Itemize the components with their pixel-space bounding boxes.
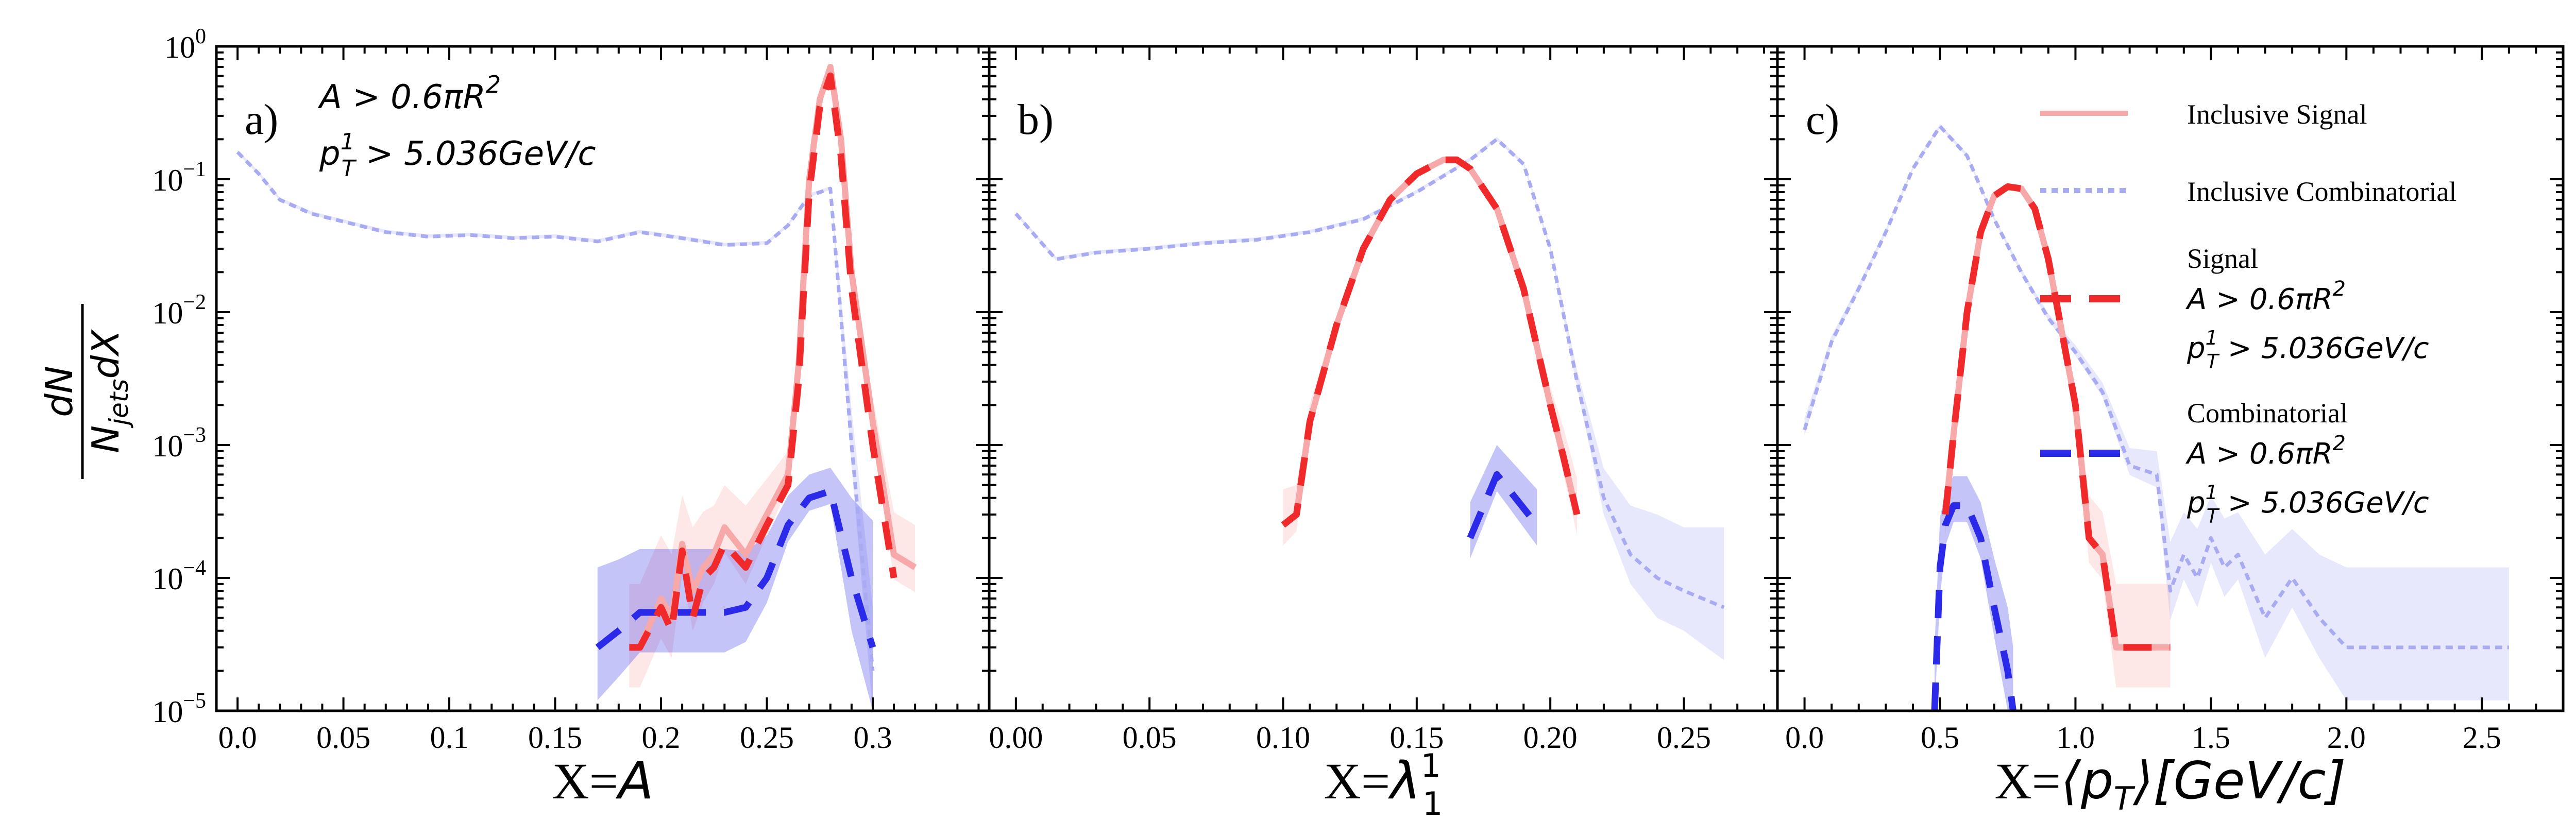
y-tick-label: 10−2 [152,291,206,330]
x-axis-title: X=λ1 1 [1324,747,1443,823]
x-tick-label: 0.05 [316,721,370,755]
x-tick-label: 0.5 [1921,721,1959,755]
y-label-denominator: NjetsdX [84,329,134,453]
series-combinatorial [1931,502,2016,711]
y-tick-label: 10−1 [152,158,206,197]
panel-b: 0.00 0.05 0.10 0.15 0.20 0.25 b) X=λ1 1 [988,45,1779,823]
band-inclusive-combinatorial [1015,136,1724,660]
band-inclusive-combinatorial [1804,124,2509,701]
x-tick-label: 0.3 [853,721,892,755]
panel-a-cut-annotation: A > 0.6πR2 p1 T > 5.036GeV/c [317,71,596,182]
x-tick-label: 0.05 [1123,721,1177,755]
x-axis-title: X=A [552,750,653,811]
band-inclusive-signal [1945,183,2171,688]
legend-signal-pt-cut: p1 T > 5.036GeV/c [2187,327,2429,373]
legend: Inclusive Signal Inclusive Combinatorial… [2040,99,2456,527]
y-tick-label: 10−4 [152,556,206,596]
panel-label: b) [1018,96,1054,144]
plot-area [236,63,917,711]
series-signal [629,72,897,651]
series-combinatorial [595,487,876,651]
series-signal [1281,156,1581,528]
legend-label-inclusive-signal: Inclusive Signal [2187,99,2367,130]
series-inclusive-combinatorial [236,150,875,671]
x-tick-label: 2.5 [2463,721,2501,755]
series-inclusive-combinatorial [1014,137,1725,609]
plot-area [1803,124,2509,711]
pt-cut-text: p1 T > 5.036GeV/c [319,129,596,182]
x-tick-label: 1.0 [2056,721,2095,755]
x-tick-label: 0.25 [740,721,794,755]
x-axis-title: X=⟨pT⟩[GeV/c] [1994,750,2346,817]
band-combinatorial [1470,445,1537,559]
panel-label: a) [245,96,278,144]
x-tick-label: 0.15 [1389,721,1444,755]
y-tick-label: 100 [164,25,206,64]
x-tick-label: 0.15 [528,721,582,755]
series-inclusive-signal [1942,183,2171,651]
y-tick-label: 10−3 [152,423,206,463]
series-signal [1942,183,2171,651]
y-tick-label: 10−5 [152,689,206,729]
x-tick-label: 0.25 [1657,721,1711,755]
panel-c: 0.0 0.5 1.0 1.5 2.0 2.5 c) X=⟨pT⟩[GeV/c] [1776,45,2565,817]
series-combinatorial [1467,471,1540,539]
axes-frame [1776,45,2565,712]
x-tick-label: 0.00 [989,721,1043,755]
band-combinatorial [597,468,873,711]
panel-label: c) [1806,96,1839,144]
legend-combinatorial-area-cut: A > 0.6πR2 [2185,432,2346,471]
x-tick-label: 0.1 [430,721,469,755]
series-inclusive-combinatorial [1803,124,2509,650]
y-axis-label: dN NjetsdX [38,304,134,479]
x-tick-label: 1.5 [2192,721,2230,755]
x-tick-label: 2.0 [2327,721,2366,755]
x-tick-label: 0.20 [1523,721,1578,755]
y-label-numerator: dN [38,366,81,417]
legend-label-combinatorial: Combinatorial [2187,398,2348,429]
band-inclusive-signal [629,63,916,688]
x-tick-label: 0.2 [642,721,681,755]
legend-label-signal: Signal [2187,243,2258,274]
legend-signal-area-cut: A > 0.6πR2 [2185,277,2346,316]
legend-label-inclusive-combinatorial: Inclusive Combinatorial [2187,176,2456,207]
x-tick-label: 0.10 [1256,721,1310,755]
x-tick-label: 0.0 [1785,721,1824,755]
series-inclusive-signal [1281,157,1580,528]
area-cut-text: A > 0.6πR2 [317,71,501,116]
x-tick-label: 0.0 [218,721,257,755]
plot-area [1014,136,1725,660]
legend-combinatorial-pt-cut: p1 T > 5.036GeV/c [2187,481,2429,527]
